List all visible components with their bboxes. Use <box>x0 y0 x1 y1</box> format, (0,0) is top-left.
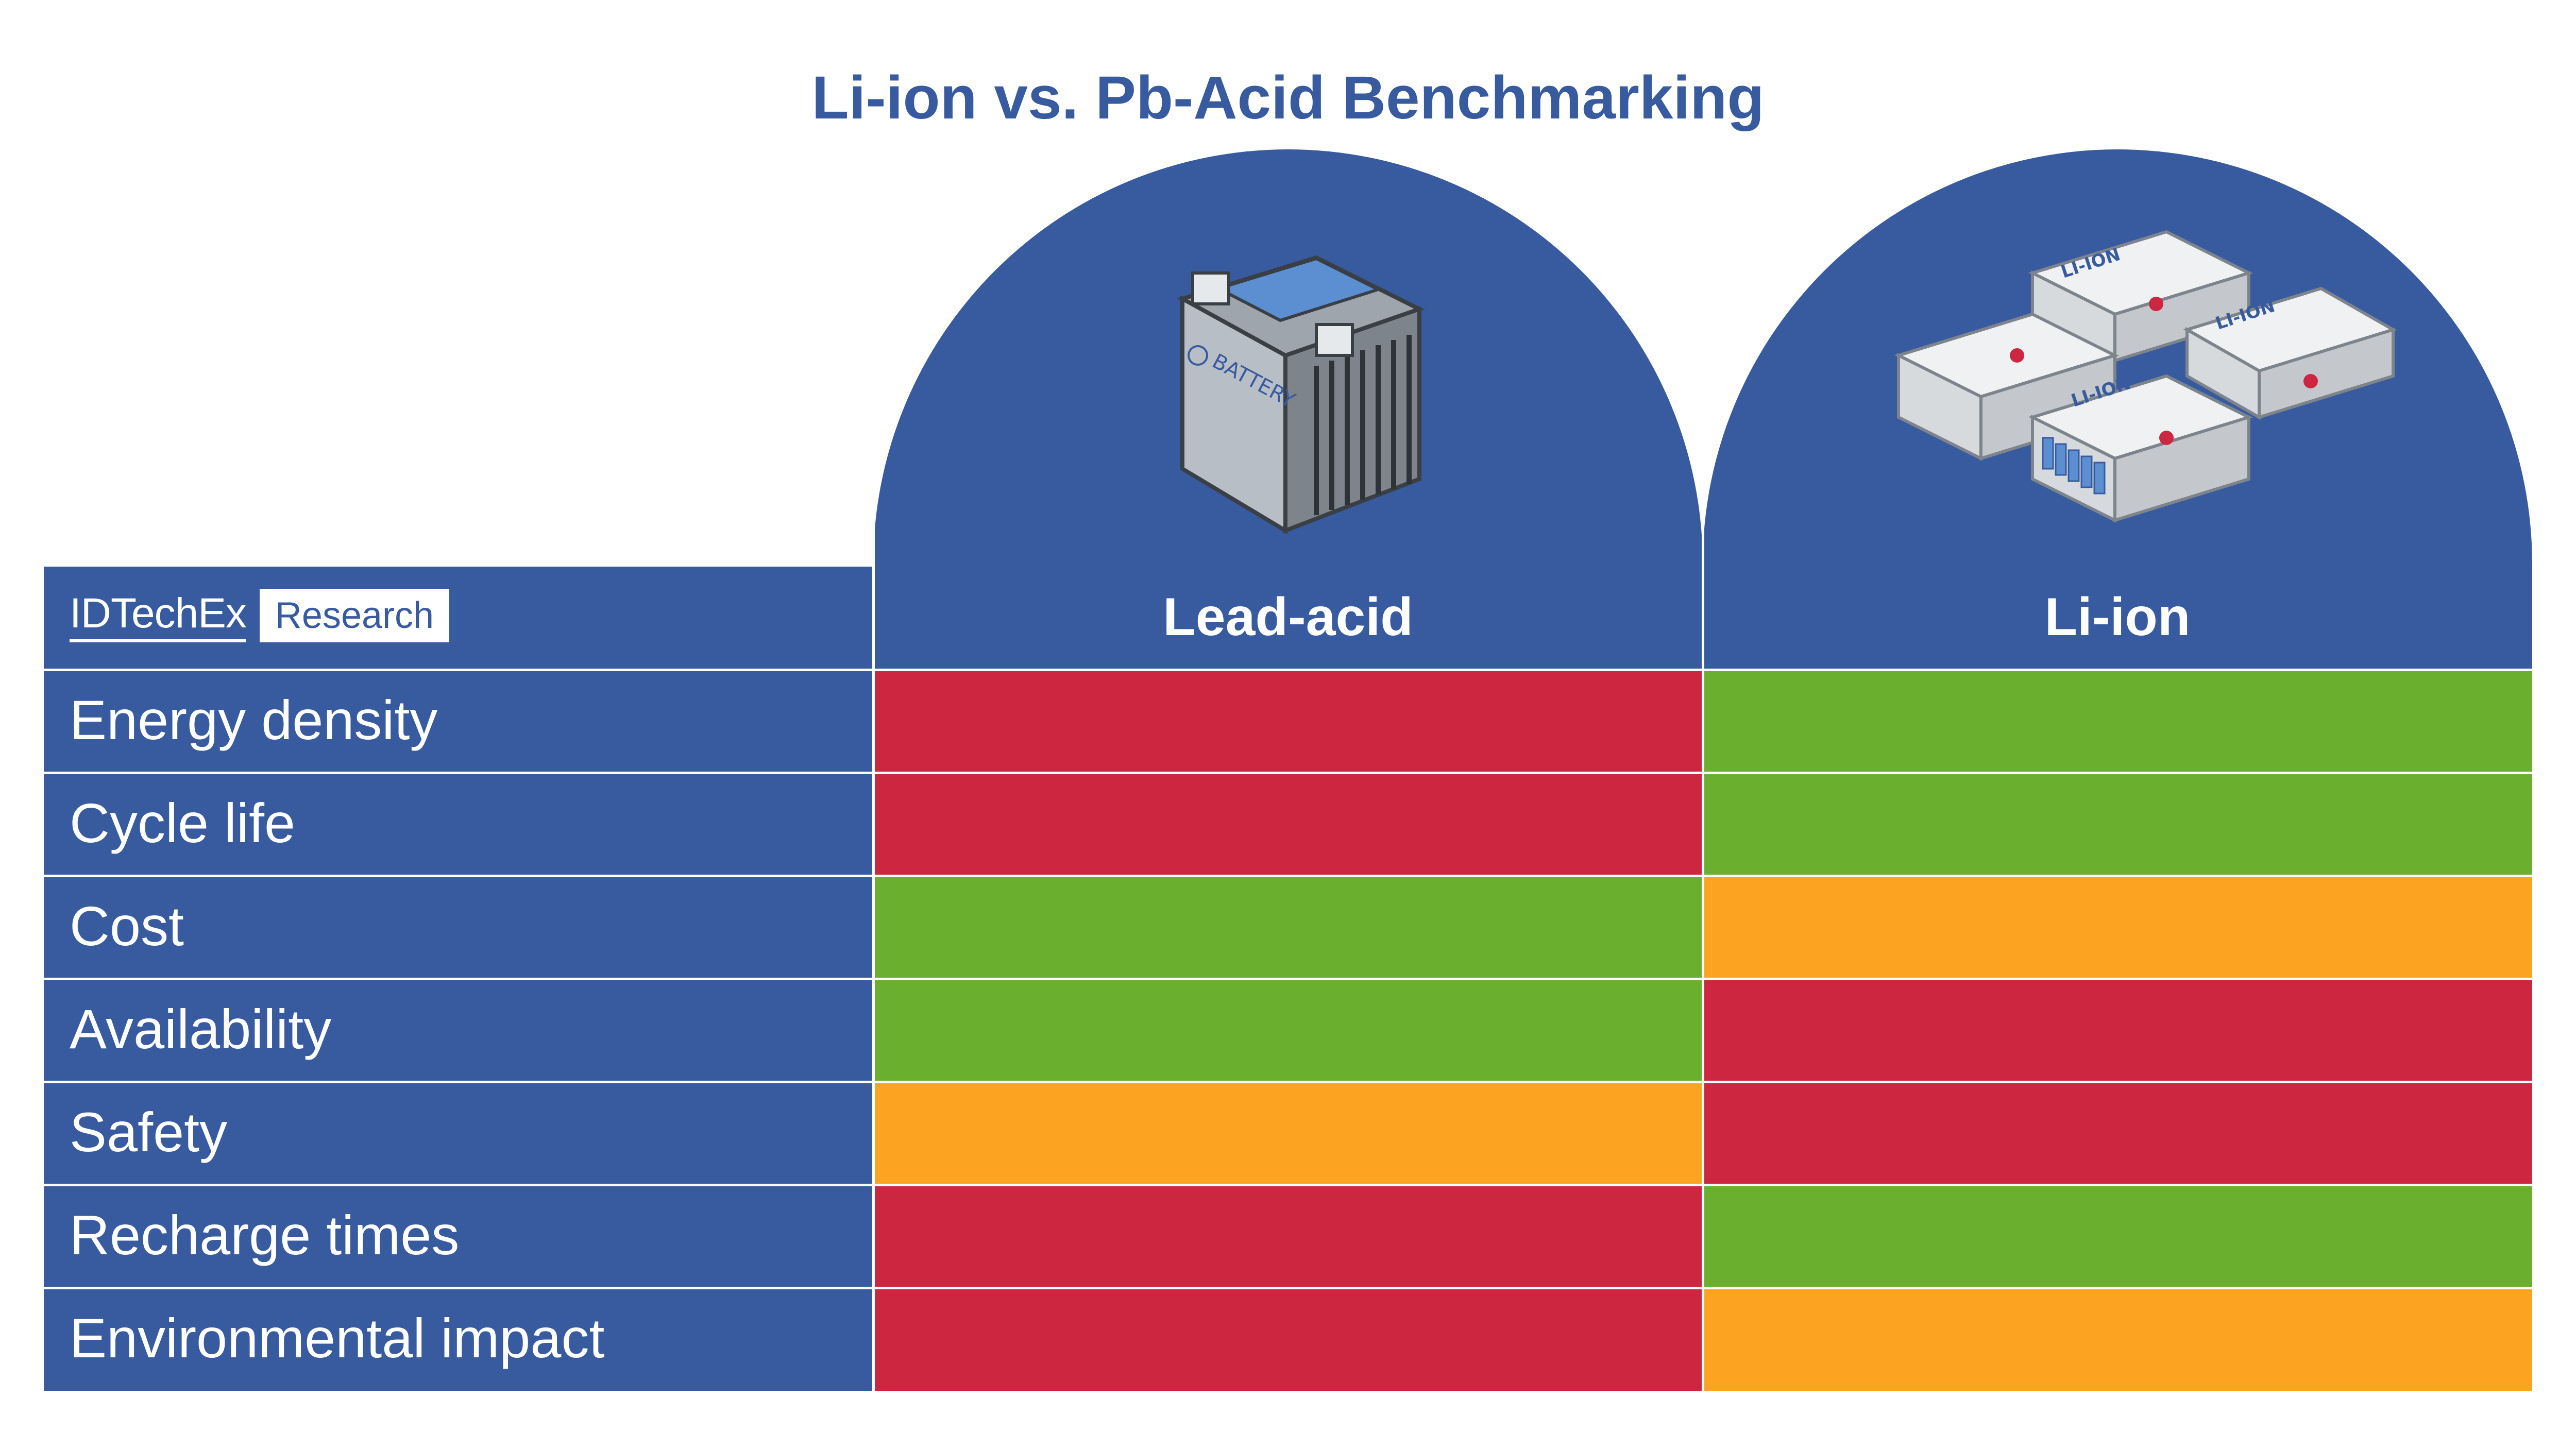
header-label-cell <box>44 567 873 670</box>
idtechex-logo: IDTechEx Research <box>70 588 450 643</box>
grid-hline <box>44 1081 2532 1083</box>
rating-cell-green <box>1703 1185 2532 1288</box>
rating-cell-orange <box>873 1082 1703 1185</box>
column-header-1: Li-ion <box>1703 567 2532 670</box>
rating-cell-red <box>873 1288 1703 1391</box>
rating-cell-red <box>873 773 1703 876</box>
rating-cell-green <box>1703 670 2532 773</box>
rating-cell-red <box>1703 1082 2532 1185</box>
rating-cell-red <box>1703 979 2532 1082</box>
rating-cell-orange <box>1703 1288 2532 1391</box>
li-ion-battery-pack-icon: LI-ION LI-ION LI-ION LI-ION <box>1894 230 2397 523</box>
grid-hline <box>44 875 2532 877</box>
grid-vline <box>872 412 875 1391</box>
lead-acid-battery-icon: BATTERY <box>1177 255 1425 535</box>
row-label: Cost <box>44 876 873 979</box>
grid-hline <box>44 978 2532 980</box>
grid-hline <box>44 669 2532 671</box>
grid-hline <box>44 772 2532 774</box>
grid-hline <box>44 1184 2532 1186</box>
lead-acid-dome: BATTERY <box>873 149 1703 567</box>
li-ion-dome: LI-ION LI-ION LI-ION LI-ION <box>1703 149 2532 567</box>
row-label: Energy density <box>44 670 873 773</box>
row-label: Safety <box>44 1082 873 1185</box>
grid-hline <box>44 1287 2532 1289</box>
row-label: Recharge times <box>44 1185 873 1288</box>
rating-cell-red <box>873 1185 1703 1288</box>
row-label: Environmental impact <box>44 1288 873 1391</box>
rating-cell-green <box>873 876 1703 979</box>
row-label: Cycle life <box>44 773 873 876</box>
row-label: Availability <box>44 979 873 1082</box>
logo-text: IDTechEx <box>70 589 247 642</box>
grid-vline <box>1702 412 1704 1391</box>
logo-badge: Research <box>259 589 450 642</box>
column-header-0: Lead-acid <box>873 567 1703 670</box>
rating-cell-green <box>873 979 1703 1082</box>
rating-cell-green <box>1703 773 2532 876</box>
rating-cell-red <box>873 670 1703 773</box>
chart-title: Li-ion vs. Pb-Acid Benchmarking <box>811 64 1765 132</box>
rating-cell-orange <box>1703 876 2532 979</box>
